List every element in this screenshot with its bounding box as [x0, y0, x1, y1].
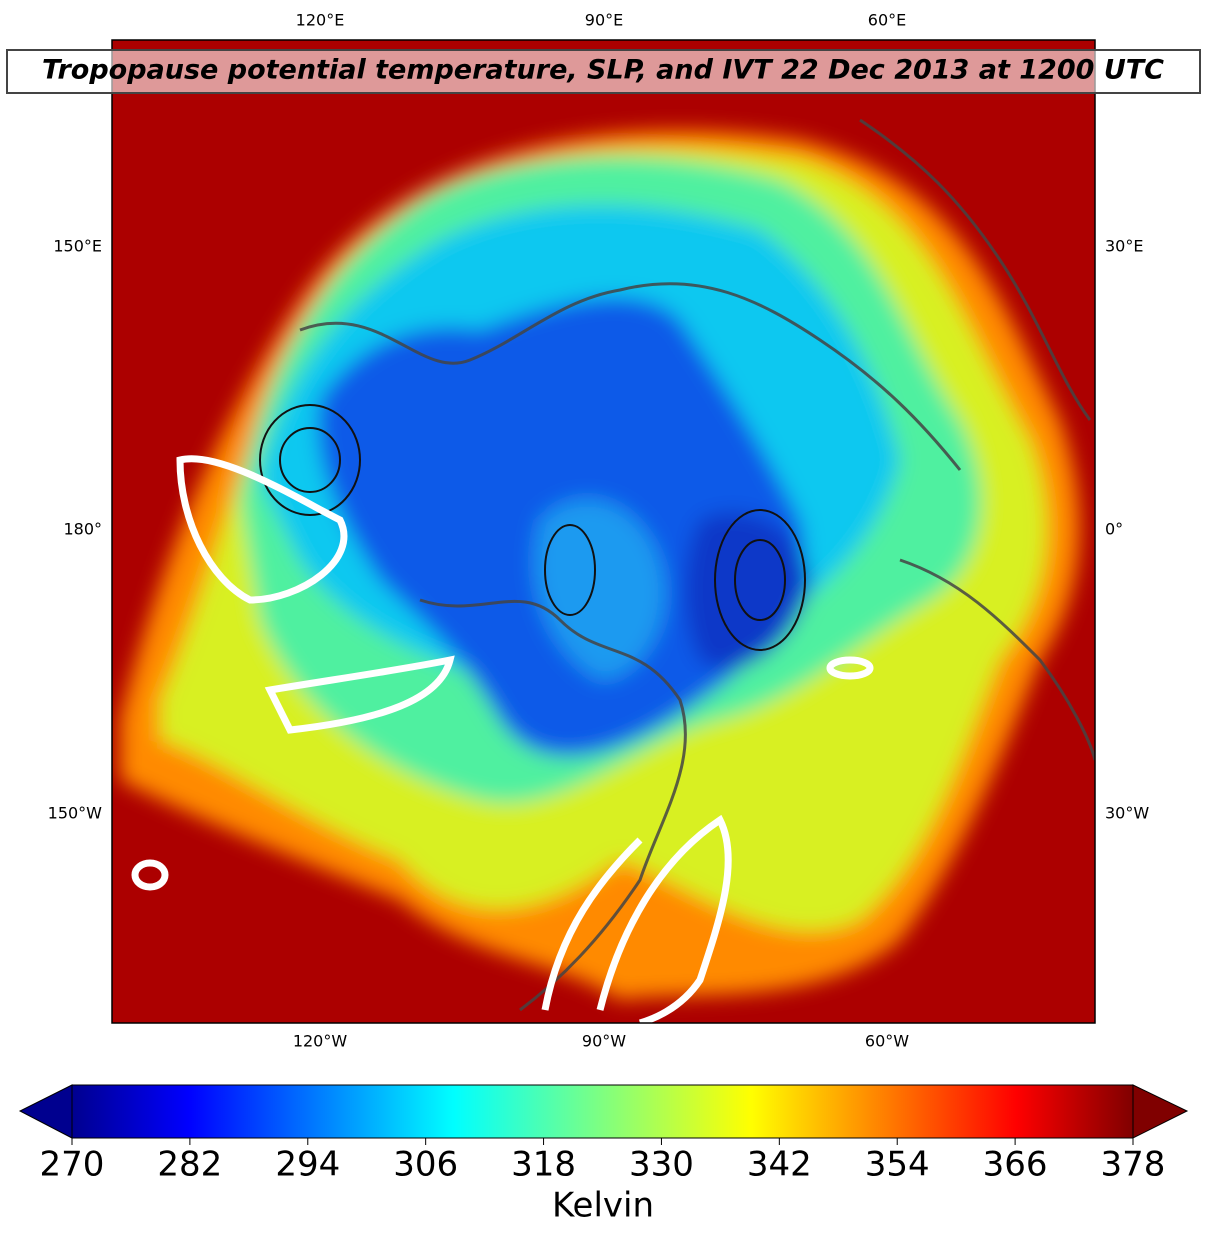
lon-label: 150°E [53, 237, 102, 256]
colorbar-tick-label: 270 [40, 1145, 105, 1185]
lon-label: 60°E [868, 11, 906, 30]
lon-label: 0° [1105, 520, 1123, 539]
colorbar [18, 1084, 1189, 1139]
colorbar-label: Kelvin [552, 1186, 654, 1226]
colorbar-extend-low [18, 1084, 73, 1139]
lon-label: 60°W [865, 1032, 909, 1051]
map-frame [111, 39, 1096, 1024]
map-field [112, 40, 1095, 1023]
lon-label: 120°W [293, 1032, 348, 1051]
colorbar-tick-label: 282 [157, 1145, 222, 1185]
lon-label: 30°E [1105, 237, 1143, 256]
colorbar-tick-label: 342 [747, 1145, 812, 1185]
lon-label: 90°E [585, 11, 623, 30]
lon-label: 150°W [48, 804, 103, 823]
colorbar-body [71, 1084, 1134, 1139]
colorbar-tick-label: 366 [983, 1145, 1048, 1185]
colorbar-tick-label: 318 [511, 1145, 576, 1185]
colorbar-tick-label: 330 [629, 1145, 694, 1185]
colorbar-tick-label: 294 [275, 1145, 340, 1185]
colorbar-extend-high [1132, 1084, 1189, 1139]
colorbar-tick-label: 306 [393, 1145, 458, 1185]
lon-label: 90°W [582, 1032, 626, 1051]
lon-label: 120°E [296, 11, 345, 30]
title-box [6, 49, 1201, 94]
map-title: Tropopause potential temperature, SLP, a… [42, 55, 1164, 86]
colorbar-tick-label: 354 [865, 1145, 930, 1185]
colorbar-tick-label: 378 [1101, 1145, 1166, 1185]
lon-label: 180° [63, 520, 102, 539]
lon-label: 30°W [1105, 804, 1149, 823]
